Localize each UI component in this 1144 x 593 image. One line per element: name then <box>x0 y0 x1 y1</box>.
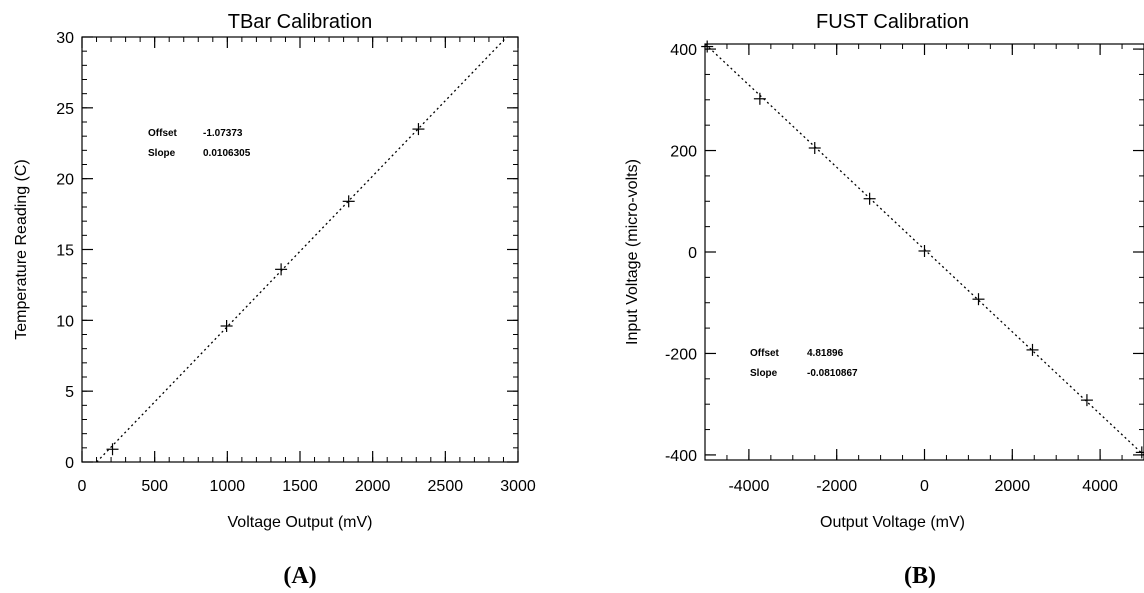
x-tick-label: 2000 <box>995 478 1031 495</box>
x-tick-label: 2500 <box>428 478 464 495</box>
annotation-label: Offset <box>148 128 178 139</box>
y-tick-label: 0 <box>688 245 697 262</box>
y-axis-label: Temperature Reading (C) <box>13 159 30 340</box>
x-tick-label: 1000 <box>210 478 246 495</box>
data-point <box>972 293 985 306</box>
y-tick-label: -200 <box>665 346 697 363</box>
y-tick-label: 15 <box>56 243 74 260</box>
data-point <box>918 244 931 257</box>
data-point <box>342 195 355 208</box>
x-tick-label: 2000 <box>355 478 391 495</box>
y-tick-label: 0 <box>65 455 74 472</box>
data-point <box>1026 343 1039 356</box>
x-tick-label: 3000 <box>500 478 536 495</box>
chart-title: TBar Calibration <box>228 11 373 33</box>
data-point <box>275 263 288 276</box>
data-point <box>412 123 425 136</box>
annotation-value: -0.0810867 <box>807 368 858 379</box>
data-point <box>753 92 766 105</box>
data-point <box>1135 446 1144 459</box>
data-point <box>863 192 876 205</box>
data-point <box>808 142 821 154</box>
y-tick-label: -400 <box>665 448 697 465</box>
data-point <box>701 40 714 53</box>
annotation-value: 0.0106305 <box>203 148 251 159</box>
x-tick-label: 1500 <box>282 478 318 495</box>
annotation-label: Slope <box>148 148 176 159</box>
x-tick-label: 4000 <box>1082 478 1118 495</box>
y-tick-label: 20 <box>56 172 74 189</box>
y-tick-label: 5 <box>65 384 74 401</box>
annotation-value: 4.81896 <box>807 348 844 359</box>
y-tick-label: 200 <box>670 144 697 161</box>
y-tick-label: 25 <box>56 101 74 118</box>
chart-fust-calibration: -4000 -2000 0 2000 40004002000-200-400Offset… <box>624 11 1144 589</box>
x-tick-label: 0 <box>920 478 929 495</box>
annotation-label: Offset <box>750 348 780 359</box>
annotation-value: -1.07373 <box>203 128 243 139</box>
x-tick-label: 0 <box>78 478 87 495</box>
x-tick-label: 500 <box>141 478 168 495</box>
chart-tbar-calibration: 0 500 1000 1500 2000 2500 3000 0 5 10 15 20 25 30 Offs… <box>13 11 536 589</box>
x-axis-label: Output Voltage (mV) <box>820 514 965 531</box>
annotation-label: Slope <box>750 368 778 379</box>
chart-title: FUST Calibration <box>816 11 969 33</box>
data-point <box>1080 394 1093 407</box>
x-axis-label: Voltage Output (mV) <box>228 514 373 531</box>
panel-label: (A) <box>283 563 316 589</box>
fit-line <box>96 36 508 463</box>
y-tick-label: 30 <box>56 30 74 47</box>
data-point <box>220 320 233 332</box>
x-tick-label: -4000 <box>728 478 769 495</box>
plot-frame <box>81 36 519 463</box>
panel-label: (B) <box>904 563 936 589</box>
y-axis-label: Input Voltage (micro-volts) <box>624 159 641 345</box>
y-tick-label: 400 <box>670 42 697 59</box>
x-tick-label: -2000 <box>816 478 857 495</box>
data-point <box>106 443 119 456</box>
y-tick-label: 10 <box>56 313 74 330</box>
